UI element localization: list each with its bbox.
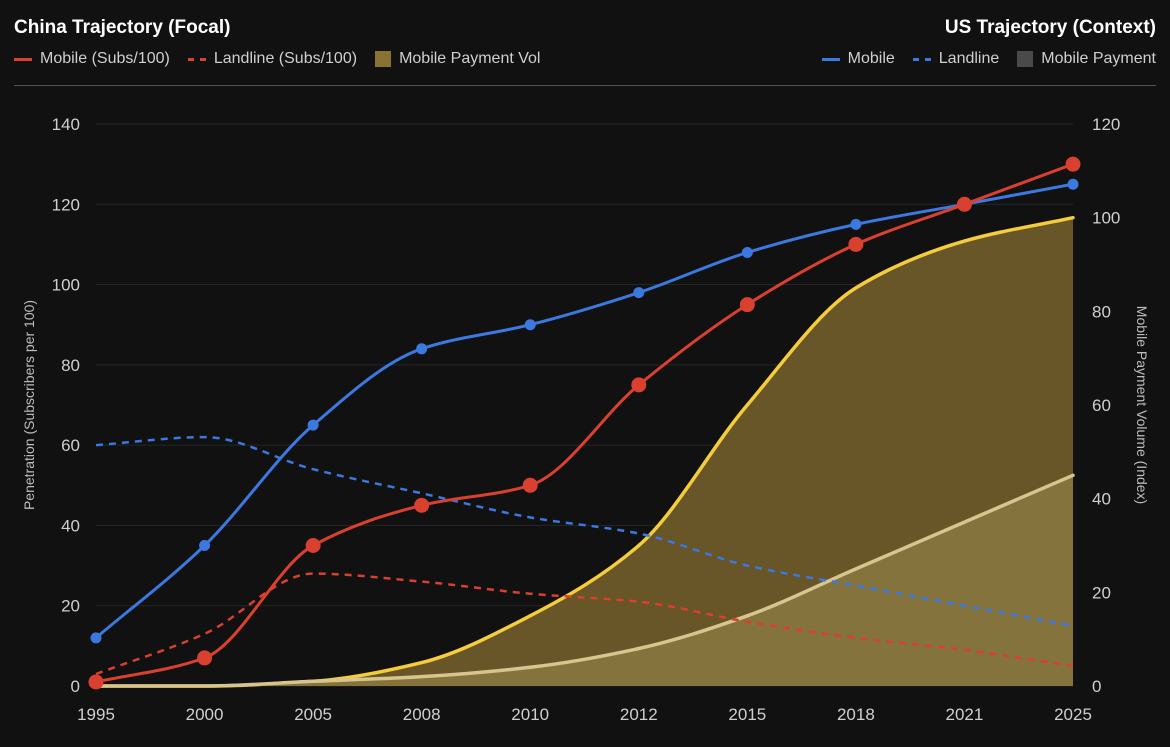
y-right-tick-100: 100 [1092, 209, 1120, 228]
china-mobile-point-2010 [522, 477, 538, 493]
x-tick-2005: 2005 [294, 705, 332, 724]
us-group-title: US Trajectory (Context) [944, 17, 1156, 38]
us-legend: Mobile Landline Mobile Payment [821, 50, 1156, 68]
china-mobile-point-2015 [739, 297, 755, 313]
legend-label-us-landline: Landline [938, 50, 1000, 67]
china-mobile-point-1995 [88, 674, 104, 690]
x-tick-2012: 2012 [620, 705, 658, 724]
y-right-tick-60: 60 [1092, 396, 1111, 415]
y-left-tick-140: 140 [52, 115, 80, 134]
legend-us-landline[interactable]: Landline [912, 50, 1000, 68]
x-tick-2021: 2021 [946, 705, 984, 724]
legend-us-mobile[interactable]: Mobile [821, 50, 895, 68]
header-divider [14, 85, 1156, 86]
us-mobile-point-1995 [90, 632, 102, 644]
us-landline-line [95, 435, 1074, 628]
chart-header: China Trajectory (Focal) US Trajectory (… [0, 0, 1170, 86]
legend-swatch-china-landline [187, 57, 206, 61]
legend-label-china-mobile: Mobile (Subs/100) [40, 50, 170, 67]
legend-swatch-us-payment [1017, 51, 1034, 67]
us-mobile-payment-area [96, 475, 1073, 686]
us-mobile-point-2018 [850, 218, 862, 230]
china-mobile-line [95, 162, 1074, 684]
us-mobile-point-2010 [524, 319, 536, 331]
x-tick-1995: 1995 [77, 705, 115, 724]
china-mobile-payment-vol-area [96, 217, 1073, 686]
china-mobile-point-2008 [414, 497, 430, 513]
legend-china-landline[interactable]: Landline (Subs/100) [187, 50, 358, 68]
y-left-axis-title: Penetration (Subscribers per 100) [21, 300, 37, 510]
us-mobile-point-2012 [633, 287, 645, 299]
us-mobile-point-2025 [1067, 178, 1079, 190]
legend-swatch-china-payment [375, 51, 392, 67]
x-tick-2015: 2015 [728, 705, 766, 724]
china-mobile-point-2012 [631, 377, 647, 393]
y-right-axis-title: Mobile Payment Volume (Index) [1134, 306, 1150, 504]
x-tick-2010: 2010 [511, 705, 549, 724]
legend-label-us-mobile: Mobile [847, 50, 895, 67]
x-tick-2008: 2008 [403, 705, 441, 724]
y-left-tick-100: 100 [52, 276, 80, 295]
y-right-tick-120: 120 [1092, 115, 1120, 134]
us-mobile-point-2000 [199, 540, 211, 551]
y-left-tick-20: 20 [61, 597, 80, 616]
y-left-tick-120: 120 [52, 195, 80, 214]
x-tick-2000: 2000 [186, 705, 224, 724]
x-tick-2018: 2018 [837, 705, 875, 724]
legend-china-mobile[interactable]: Mobile (Subs/100) [14, 50, 170, 68]
y-left-tick-60: 60 [61, 436, 80, 455]
us-mobile-payment-line [94, 473, 1075, 688]
legend-swatch-us-landline [912, 57, 931, 61]
china-mobile-point-2018 [848, 236, 864, 252]
china-mobile-point-2025 [1065, 156, 1081, 172]
y-left-tick-0: 0 [71, 677, 80, 696]
china-landline-line [95, 572, 1074, 676]
legend-label-china-landline: Landline (Subs/100) [213, 50, 358, 67]
us-mobile-point-2005 [307, 419, 319, 431]
y-left-tick-40: 40 [61, 516, 80, 535]
legend-label-china-payment: Mobile Payment Vol [399, 50, 541, 67]
china-mobile-point-2000 [197, 650, 213, 666]
y-left-tick-80: 80 [61, 356, 80, 375]
us-mobile-point-2008 [416, 343, 428, 355]
legend-label-us-payment: Mobile Payment [1041, 50, 1156, 67]
legend-swatch-china-mobile [14, 57, 32, 61]
y-right-tick-40: 40 [1092, 490, 1111, 509]
legend-us-payment[interactable]: Mobile Payment [1017, 50, 1156, 68]
china-mobile-point-2021 [956, 196, 972, 212]
y-right-tick-20: 20 [1092, 583, 1111, 602]
y-right-tick-80: 80 [1092, 302, 1111, 321]
x-tick-2025: 2025 [1054, 705, 1092, 724]
legend-swatch-us-mobile [821, 57, 840, 61]
china-mobile-point-2005 [305, 538, 321, 553]
y-right-tick-0: 0 [1092, 677, 1101, 696]
china-legend: Mobile (Subs/100) Landline (Subs/100) Mo… [14, 50, 540, 68]
china-group-title: China Trajectory (Focal) [14, 17, 231, 38]
us-mobile-point-2015 [741, 246, 753, 258]
legend-china-payment[interactable]: Mobile Payment Vol [375, 50, 540, 68]
us-mobile-line [95, 182, 1074, 639]
